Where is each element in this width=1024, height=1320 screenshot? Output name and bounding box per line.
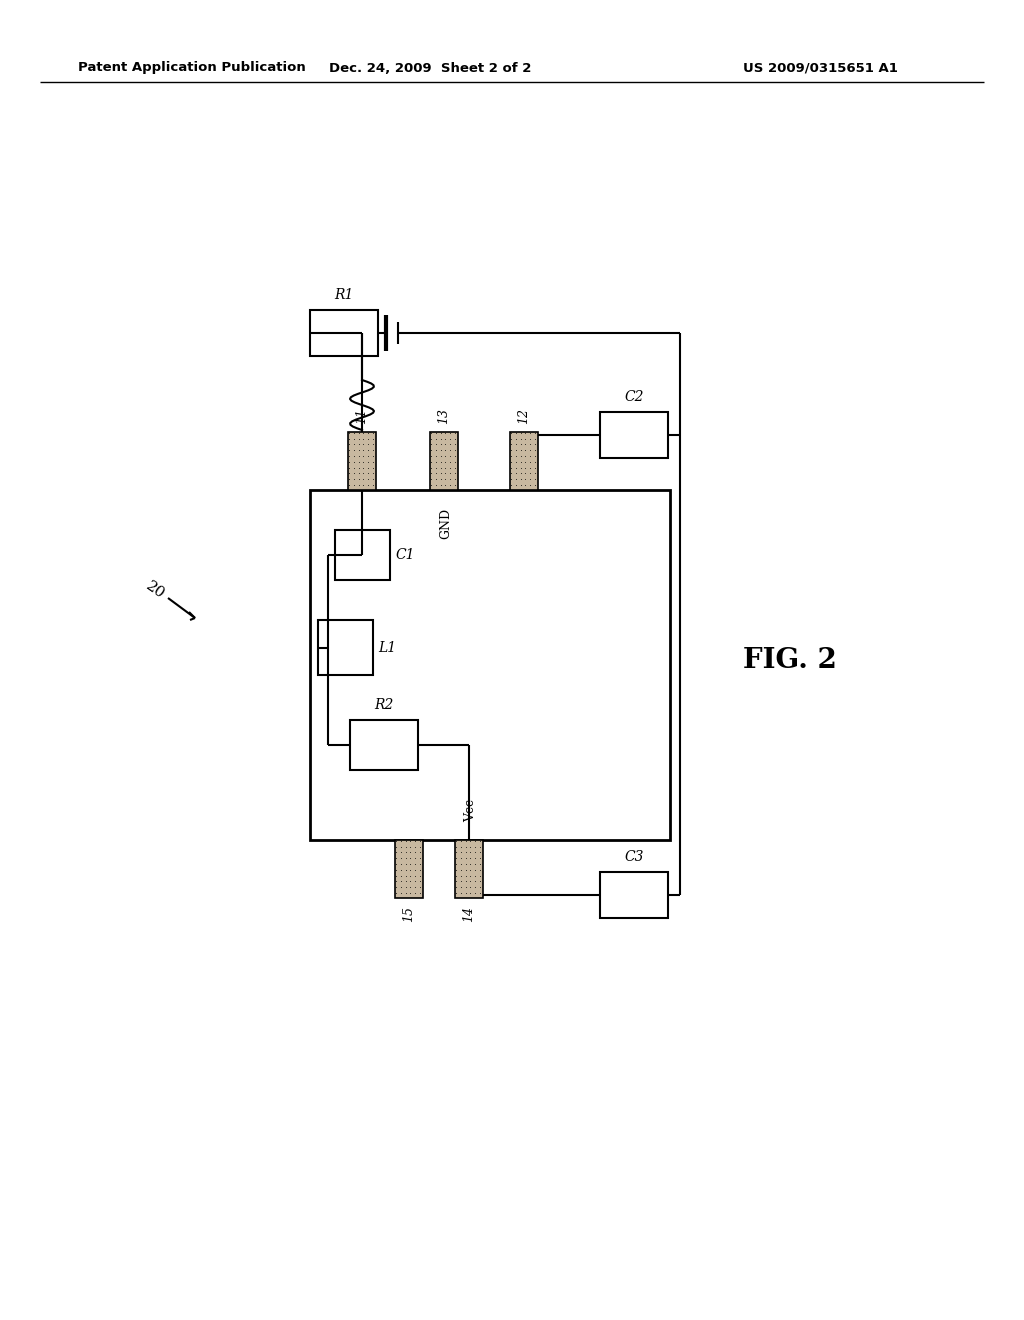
- Text: Patent Application Publication: Patent Application Publication: [78, 62, 306, 74]
- Text: 20: 20: [143, 578, 167, 602]
- Text: Dec. 24, 2009  Sheet 2 of 2: Dec. 24, 2009 Sheet 2 of 2: [329, 62, 531, 74]
- Bar: [335, 531, 390, 579]
- Bar: [350, 719, 418, 770]
- Text: 15: 15: [402, 906, 416, 921]
- Text: Vcc: Vcc: [465, 799, 477, 822]
- Bar: [600, 412, 668, 458]
- Text: R1: R1: [334, 288, 353, 302]
- Text: 12: 12: [517, 408, 530, 424]
- Text: 11: 11: [355, 408, 369, 424]
- Bar: [318, 620, 373, 675]
- Bar: [395, 840, 423, 898]
- Text: C3: C3: [625, 850, 644, 865]
- Bar: [430, 432, 458, 490]
- Text: GND: GND: [439, 508, 453, 539]
- Text: 14: 14: [463, 906, 475, 921]
- Bar: [455, 840, 483, 898]
- Bar: [348, 432, 376, 490]
- Text: 13: 13: [437, 408, 451, 424]
- Bar: [600, 873, 668, 917]
- Text: C1: C1: [395, 548, 415, 562]
- Text: L1: L1: [378, 640, 396, 655]
- Bar: [510, 432, 538, 490]
- Bar: [310, 310, 378, 356]
- Text: FIG. 2: FIG. 2: [743, 647, 837, 673]
- Text: C2: C2: [625, 389, 644, 404]
- Bar: [310, 490, 670, 840]
- Text: R2: R2: [375, 698, 393, 711]
- Text: US 2009/0315651 A1: US 2009/0315651 A1: [742, 62, 897, 74]
